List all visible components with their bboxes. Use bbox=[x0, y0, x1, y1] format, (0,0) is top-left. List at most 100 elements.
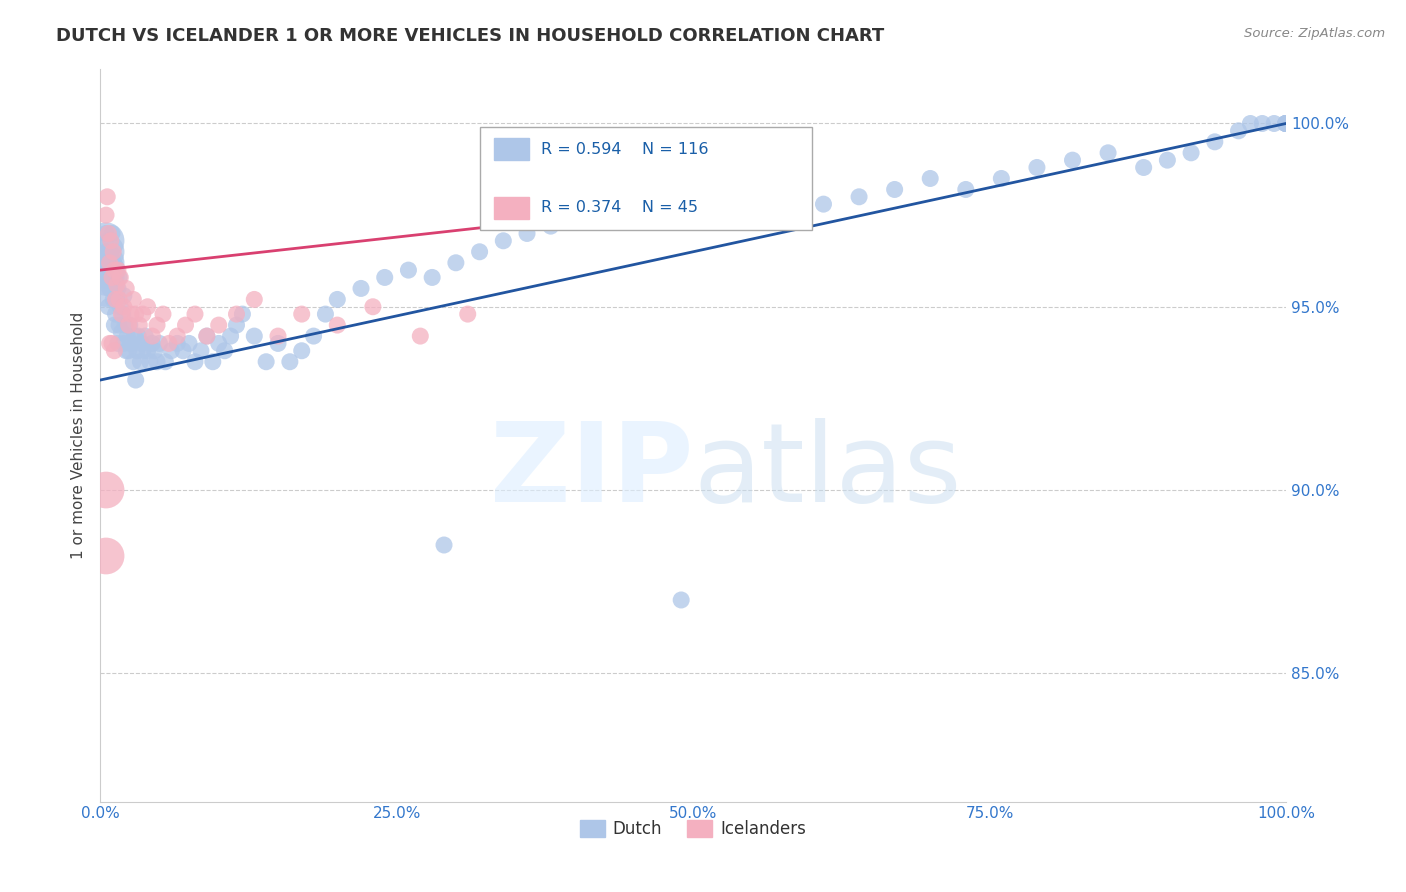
Point bbox=[1251, 116, 1274, 130]
Text: atlas: atlas bbox=[693, 418, 962, 525]
Point bbox=[1239, 116, 1261, 130]
Point bbox=[125, 343, 148, 358]
Point bbox=[326, 318, 349, 332]
Point bbox=[920, 171, 942, 186]
Point bbox=[124, 329, 146, 343]
Point bbox=[599, 197, 621, 211]
Point bbox=[134, 329, 156, 343]
Point bbox=[492, 234, 515, 248]
Text: ZIP: ZIP bbox=[489, 418, 693, 525]
Point bbox=[516, 227, 538, 241]
Point bbox=[146, 318, 169, 332]
Point bbox=[125, 307, 148, 321]
Point bbox=[112, 289, 135, 303]
Point bbox=[94, 263, 117, 277]
Point bbox=[1275, 116, 1298, 130]
Point bbox=[98, 336, 121, 351]
Point bbox=[208, 318, 231, 332]
Point bbox=[1275, 116, 1298, 130]
Point bbox=[94, 244, 117, 259]
Point bbox=[350, 281, 373, 295]
Point bbox=[94, 208, 117, 222]
Point bbox=[634, 190, 657, 204]
Point bbox=[97, 227, 120, 241]
Point bbox=[291, 343, 314, 358]
Point bbox=[111, 307, 134, 321]
Point bbox=[127, 329, 149, 343]
Point bbox=[1204, 135, 1226, 149]
Point bbox=[112, 300, 135, 314]
Point bbox=[148, 336, 170, 351]
Point bbox=[1026, 161, 1049, 175]
Point bbox=[741, 190, 763, 204]
Point bbox=[94, 270, 117, 285]
Point bbox=[990, 171, 1012, 186]
Point bbox=[540, 219, 562, 234]
Point bbox=[136, 300, 159, 314]
Point bbox=[117, 329, 139, 343]
Text: DUTCH VS ICELANDER 1 OR MORE VEHICLES IN HOUSEHOLD CORRELATION CHART: DUTCH VS ICELANDER 1 OR MORE VEHICLES IN… bbox=[56, 27, 884, 45]
Point bbox=[98, 281, 121, 295]
Point bbox=[1227, 124, 1250, 138]
Y-axis label: 1 or more Vehicles in Household: 1 or more Vehicles in Household bbox=[72, 311, 86, 558]
Point bbox=[374, 270, 396, 285]
Point bbox=[110, 270, 132, 285]
Point bbox=[94, 549, 117, 563]
Point bbox=[97, 300, 120, 314]
Point bbox=[152, 307, 174, 321]
Point bbox=[104, 263, 127, 277]
Point bbox=[1275, 116, 1298, 130]
Point bbox=[108, 293, 131, 307]
Point bbox=[1097, 145, 1119, 160]
Point bbox=[136, 343, 159, 358]
Point bbox=[104, 307, 127, 321]
Point bbox=[94, 227, 117, 241]
Point bbox=[160, 343, 183, 358]
Point bbox=[132, 307, 155, 321]
Point bbox=[117, 343, 139, 358]
Point bbox=[100, 234, 122, 248]
Point bbox=[115, 343, 138, 358]
Point bbox=[267, 329, 290, 343]
Point bbox=[172, 343, 194, 358]
Point bbox=[141, 329, 163, 343]
Bar bbox=[494, 138, 530, 161]
Point bbox=[955, 182, 977, 196]
Point bbox=[231, 307, 253, 321]
Point bbox=[398, 263, 420, 277]
Point bbox=[420, 270, 443, 285]
Point bbox=[184, 355, 207, 369]
Point bbox=[1062, 153, 1084, 168]
Point bbox=[468, 244, 491, 259]
Point bbox=[110, 326, 132, 340]
Point bbox=[94, 244, 117, 259]
Point bbox=[107, 281, 129, 295]
Point bbox=[225, 307, 247, 321]
Point bbox=[114, 318, 136, 332]
Point bbox=[278, 355, 301, 369]
Text: Source: ZipAtlas.com: Source: ZipAtlas.com bbox=[1244, 27, 1385, 40]
Point bbox=[141, 336, 163, 351]
Point bbox=[195, 329, 218, 343]
Point bbox=[291, 307, 314, 321]
Point bbox=[96, 190, 118, 204]
Point bbox=[166, 329, 188, 343]
Point bbox=[101, 244, 124, 259]
Point bbox=[166, 336, 188, 351]
Point bbox=[157, 336, 180, 351]
Point bbox=[174, 318, 197, 332]
Legend: Dutch, Icelanders: Dutch, Icelanders bbox=[572, 813, 813, 845]
Point bbox=[125, 373, 148, 387]
Point bbox=[94, 483, 117, 497]
Point bbox=[112, 336, 135, 351]
Point bbox=[706, 197, 728, 211]
Point bbox=[1275, 116, 1298, 130]
Point bbox=[669, 593, 692, 607]
Point bbox=[94, 263, 117, 277]
Point bbox=[302, 329, 325, 343]
Point bbox=[120, 336, 142, 351]
Text: R = 0.594    N = 116: R = 0.594 N = 116 bbox=[541, 142, 709, 157]
Point bbox=[101, 252, 124, 266]
Bar bbox=[494, 197, 530, 219]
Point bbox=[107, 336, 129, 351]
